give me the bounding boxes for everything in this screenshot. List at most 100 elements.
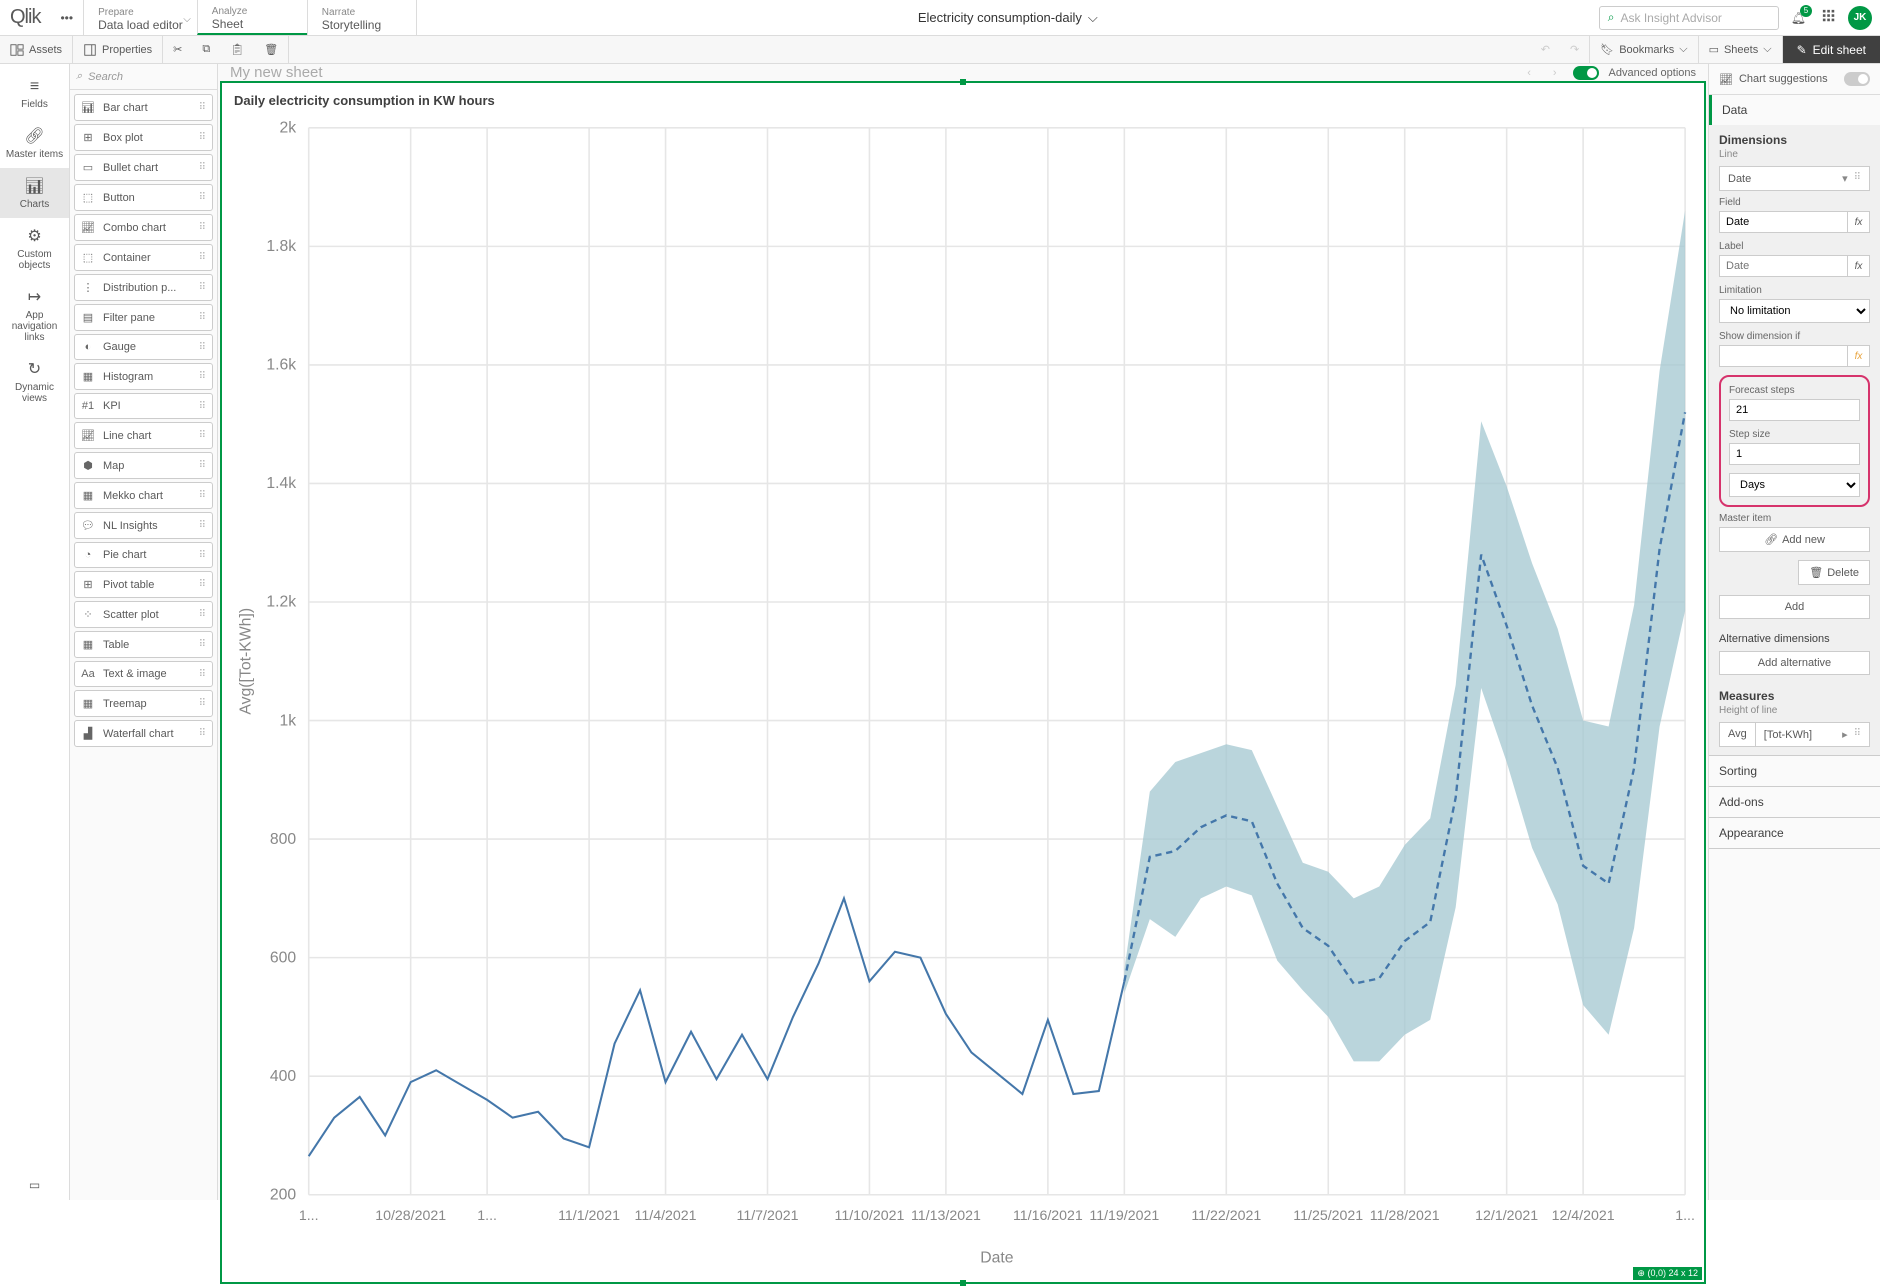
drag-handle-icon[interactable]: ⠿ xyxy=(199,639,206,650)
rail-custom[interactable]: ⚙Custom objects xyxy=(0,218,69,279)
chart-type-button[interactable]: ⬚Button⠿ xyxy=(74,184,213,211)
drag-handle-icon[interactable]: ⠿ xyxy=(199,312,206,323)
sheets-button[interactable]: ▭ Sheets ⌵ xyxy=(1699,36,1782,63)
chart-type-map[interactable]: ⬢Map⠿ xyxy=(74,452,213,479)
drag-handle-icon[interactable]: ⠿ xyxy=(199,342,206,353)
rail-charts[interactable]: 📊︎Charts xyxy=(0,168,69,218)
notifications-button[interactable]: 🔔︎ 5 xyxy=(1787,7,1810,29)
advanced-toggle[interactable] xyxy=(1573,66,1599,80)
suggestions-toggle[interactable] xyxy=(1844,72,1870,86)
measure-row[interactable]: Avg [Tot-KWh]▸⠿ xyxy=(1719,722,1870,747)
fx-button[interactable]: fx xyxy=(1848,255,1870,277)
rail-master[interactable]: 🔗︎Master items xyxy=(0,118,69,168)
drag-handle-icon[interactable]: ⠿ xyxy=(199,430,206,441)
drag-handle-icon[interactable]: ⠿ xyxy=(199,132,206,143)
paste-button[interactable]: 📋︎ xyxy=(220,36,254,63)
sheet-title[interactable]: My new sheet xyxy=(230,64,323,81)
drag-handle-icon[interactable]: ⠿ xyxy=(199,252,206,263)
drag-handle-icon[interactable]: ⠿ xyxy=(199,698,206,709)
drag-handle-icon[interactable]: ⠿ xyxy=(199,192,206,203)
user-avatar[interactable]: JK xyxy=(1848,6,1872,30)
chart-type-pie[interactable]: ◔Pie chart⠿ xyxy=(74,542,213,568)
app-title[interactable]: Electricity consumption-daily ⌵ xyxy=(417,0,1599,35)
show-if-input[interactable] xyxy=(1719,345,1848,367)
chart-type-dist[interactable]: ⋮Distribution p...⠿ xyxy=(74,274,213,301)
sorting-section[interactable]: Sorting xyxy=(1709,756,1880,786)
drag-handle-icon[interactable]: ⠿ xyxy=(199,609,206,620)
drag-handle-icon[interactable]: ⠿ xyxy=(199,728,206,739)
chart-type-bar[interactable]: 📊︎Bar chart⠿ xyxy=(74,94,213,121)
drag-handle-icon[interactable]: ⠿ xyxy=(199,162,206,173)
drag-handle-icon[interactable]: ⠿ xyxy=(199,460,206,471)
properties-button[interactable]: Properties xyxy=(73,36,162,63)
drag-handle-icon[interactable]: ⠿ xyxy=(1854,172,1861,185)
drag-handle-icon[interactable]: ⠿ xyxy=(1854,728,1861,741)
chart-type-mekko[interactable]: ▦Mekko chart⠿ xyxy=(74,482,213,509)
rail-dynamic[interactable]: ↻Dynamic views xyxy=(0,351,69,412)
label-input[interactable] xyxy=(1719,255,1848,277)
drag-handle-icon[interactable]: ⠿ xyxy=(199,371,206,382)
drag-handle-icon[interactable]: ⠿ xyxy=(199,550,206,561)
delete-button[interactable]: 🗑︎ xyxy=(254,36,288,63)
assets-button[interactable]: Assets xyxy=(0,36,72,63)
addons-section[interactable]: Add-ons xyxy=(1709,787,1880,817)
drag-handle-icon[interactable]: ⠿ xyxy=(199,520,206,531)
drag-handle-icon[interactable]: ⠿ xyxy=(199,222,206,233)
redo-button[interactable]: ↷ xyxy=(1560,36,1589,63)
drag-handle-icon[interactable]: ⠿ xyxy=(199,669,206,680)
add-alternative-button[interactable]: Add alternative xyxy=(1719,651,1870,675)
chart-type-bullet[interactable]: ▭Bullet chart⠿ xyxy=(74,154,213,181)
chart-type-line[interactable]: 📈︎Line chart⠿ xyxy=(74,422,213,449)
next-sheet-button[interactable]: › xyxy=(1547,67,1563,79)
chart-type-waterfall[interactable]: ▟Waterfall chart⠿ xyxy=(74,720,213,747)
fx-button[interactable]: fx xyxy=(1848,345,1870,367)
undo-button[interactable]: ↶ xyxy=(1531,36,1560,63)
chart-type-histo[interactable]: ▦Histogram⠿ xyxy=(74,363,213,390)
chart-type-text[interactable]: AaText & image⠿ xyxy=(74,661,213,687)
field-input[interactable] xyxy=(1719,211,1848,233)
chart-type-tree[interactable]: ▦Treemap⠿ xyxy=(74,690,213,717)
app-menu-icon[interactable]: ••• xyxy=(50,0,83,35)
bookmarks-button[interactable]: 🔖︎ Bookmarks ⌵ xyxy=(1590,36,1697,63)
copy-button[interactable]: ⧉ xyxy=(192,36,220,63)
nav-prepare[interactable]: Prepare Data load editor ⌵ xyxy=(83,0,197,35)
edit-sheet-button[interactable]: ✎ Edit sheet xyxy=(1783,36,1880,63)
fx-button[interactable]: fx xyxy=(1848,211,1870,233)
data-section-header[interactable]: Data xyxy=(1709,95,1880,125)
nav-analyze[interactable]: Analyze Sheet xyxy=(197,0,307,35)
chart-search[interactable]: ⌕ Search xyxy=(70,64,217,90)
chart-type-container[interactable]: ⬚Container⠿ xyxy=(74,244,213,271)
drag-handle-icon[interactable]: ⠿ xyxy=(199,490,206,501)
rail-collapse[interactable]: ▭ xyxy=(21,1170,48,1200)
chart-type-nl[interactable]: 💬︎NL Insights⠿ xyxy=(74,512,213,539)
chart-type-box[interactable]: ⊞Box plot⠿ xyxy=(74,124,213,151)
chart-type-filter[interactable]: ▤Filter pane⠿ xyxy=(74,304,213,331)
prev-sheet-button[interactable]: ‹ xyxy=(1521,67,1537,79)
step-unit-select[interactable]: Days xyxy=(1729,473,1860,497)
chart-type-table[interactable]: ▦Table⠿ xyxy=(74,631,213,658)
add-new-button[interactable]: 🔗︎Add new xyxy=(1719,527,1870,552)
forecast-steps-input[interactable] xyxy=(1729,399,1860,421)
cut-button[interactable]: ✂ xyxy=(163,36,192,63)
app-launcher-icon[interactable] xyxy=(1818,5,1840,30)
insight-search[interactable]: ⌕ Ask Insight Advisor xyxy=(1599,6,1779,30)
rail-appnav[interactable]: ↦App navigation links xyxy=(0,279,69,351)
limitation-select[interactable]: No limitation xyxy=(1719,299,1870,323)
dimension-date[interactable]: Date ▾⠿ xyxy=(1719,166,1870,191)
appearance-section[interactable]: Appearance xyxy=(1709,818,1880,848)
drag-handle-icon[interactable]: ⠿ xyxy=(199,579,206,590)
chart-type-combo[interactable]: 📈︎Combo chart⠿ xyxy=(74,214,213,241)
drag-handle-icon[interactable]: ⠿ xyxy=(199,102,206,113)
add-dimension-button[interactable]: Add xyxy=(1719,595,1870,619)
chart-type-scatter[interactable]: ⁘Scatter plot⠿ xyxy=(74,601,213,628)
chart-type-pivot[interactable]: ⊞Pivot table⠿ xyxy=(74,571,213,598)
step-size-input[interactable] xyxy=(1729,443,1860,465)
nav-narrate[interactable]: Narrate Storytelling xyxy=(307,0,417,35)
drag-handle-icon[interactable]: ⠿ xyxy=(199,401,206,412)
chart-type-gauge[interactable]: ◐Gauge⠿ xyxy=(74,334,213,360)
rail-fields[interactable]: ≡Fields xyxy=(0,70,69,118)
drag-handle-icon[interactable]: ⠿ xyxy=(199,282,206,293)
delete-button[interactable]: 🗑︎Delete xyxy=(1798,560,1870,585)
chart-object[interactable]: Daily electricity consumption in KW hour… xyxy=(220,81,1706,1284)
chart-type-kpi[interactable]: #1KPI⠿ xyxy=(74,393,213,419)
